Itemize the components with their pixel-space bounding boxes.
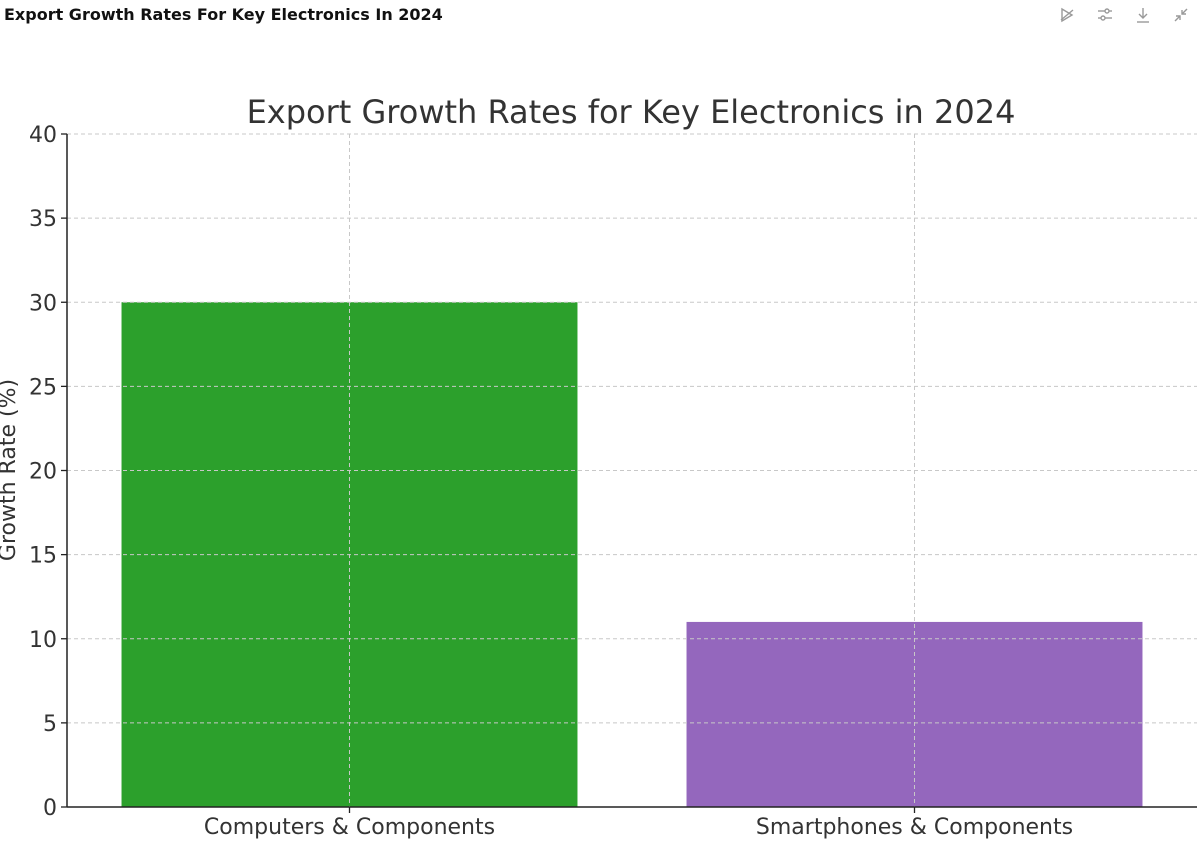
- y-tick-label: 15: [29, 544, 57, 569]
- y-tick-label: 5: [43, 712, 57, 737]
- y-axis-label: Growth Rate (%): [0, 379, 21, 561]
- x-tick-label: Smartphones & Components: [756, 815, 1073, 840]
- y-tick-label: 20: [29, 460, 57, 485]
- ticks-layer: 0 5 10 15 20 25 30 35 40 Computers & Components Sm…: [29, 123, 1073, 840]
- bars-layer: [121, 302, 1143, 807]
- collapse-button[interactable]: [1170, 4, 1192, 26]
- chart-toolbar: [1056, 4, 1192, 26]
- y-tick-label: 10: [29, 628, 57, 653]
- y-tick-label: 35: [29, 207, 57, 232]
- y-tick-label: 25: [29, 375, 57, 400]
- settings-button[interactable]: [1094, 4, 1116, 26]
- collapse-icon: [1174, 8, 1188, 22]
- chart-type-icon: [1060, 7, 1074, 23]
- x-tick-label: Computers & Components: [204, 815, 495, 840]
- page-title: Export Growth Rates For Key Electronics …: [4, 5, 443, 24]
- chart-title: Export Growth Rates for Key Electronics …: [247, 93, 1016, 131]
- download-button[interactable]: [1132, 4, 1154, 26]
- y-tick-label: 30: [29, 291, 57, 316]
- download-icon: [1137, 8, 1149, 23]
- y-tick-label: 0: [43, 796, 57, 821]
- settings-sliders-icon: [1098, 8, 1112, 21]
- chart-type-button[interactable]: [1056, 4, 1078, 26]
- y-tick-label: 40: [29, 123, 57, 148]
